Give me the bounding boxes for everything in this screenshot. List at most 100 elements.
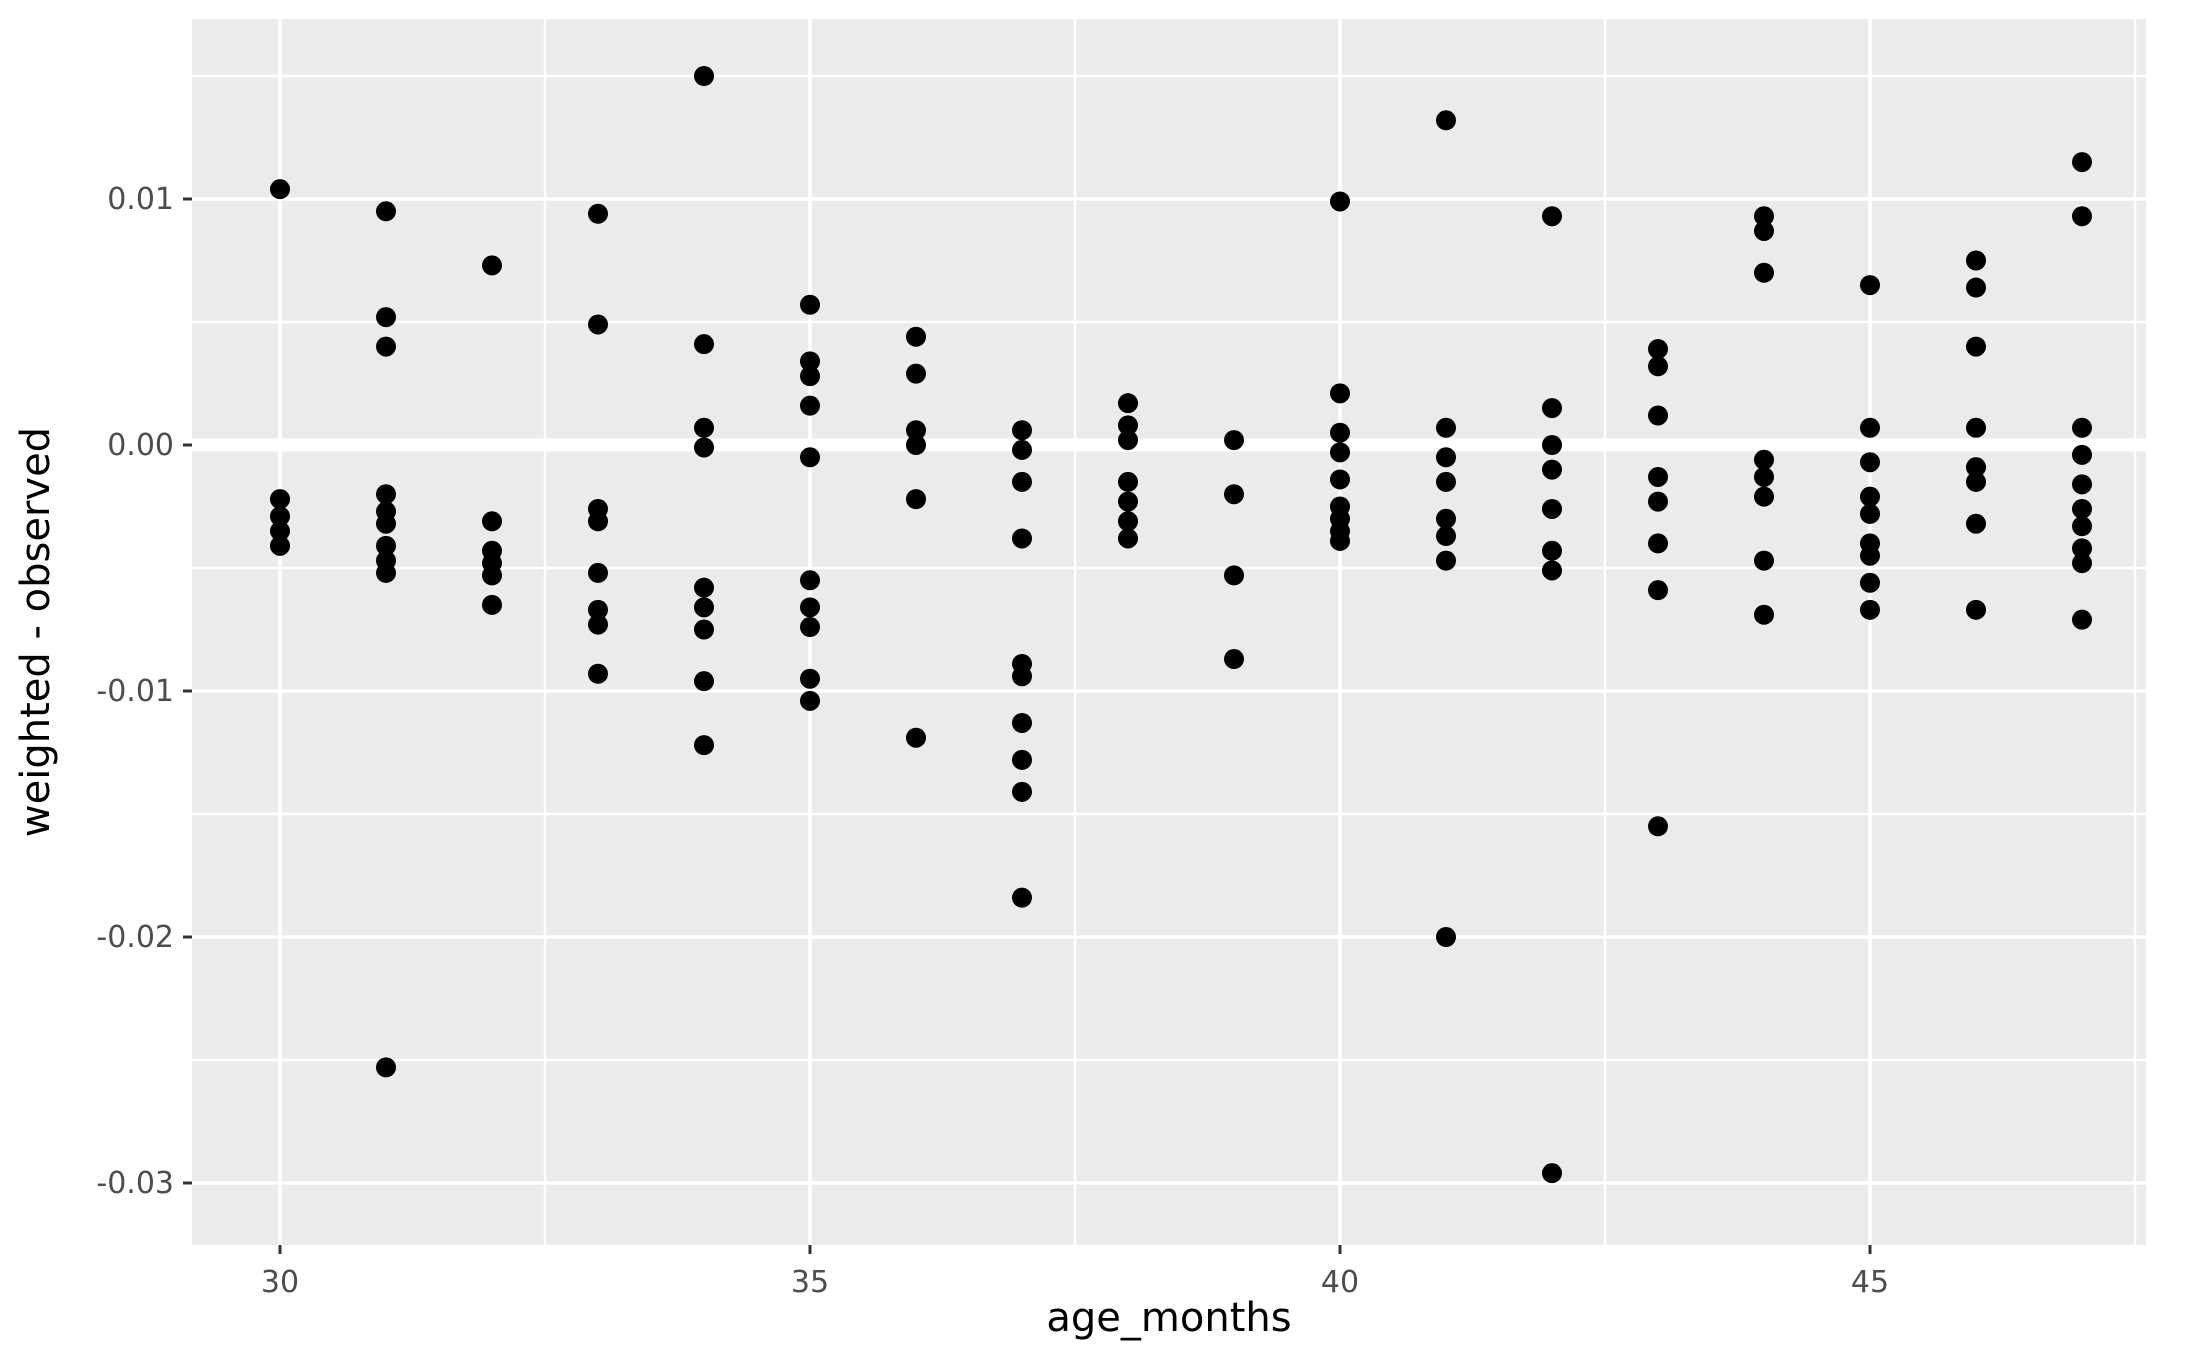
- data-point: [800, 597, 820, 618]
- data-point: [694, 619, 714, 640]
- data-point: [270, 179, 290, 200]
- data-point: [1118, 471, 1138, 492]
- data-point: [588, 614, 608, 635]
- data-point: [694, 437, 714, 458]
- x-tick-label: 40: [1321, 1265, 1359, 1300]
- data-point: [1648, 533, 1668, 554]
- x-tick-label: 45: [1851, 1265, 1889, 1300]
- data-point: [1330, 191, 1350, 212]
- data-point: [906, 727, 926, 748]
- data-point: [376, 513, 396, 534]
- data-point: [1648, 405, 1668, 426]
- data-point: [1754, 206, 1774, 227]
- data-point: [1966, 250, 1986, 271]
- data-point: [376, 562, 396, 583]
- data-point: [906, 326, 926, 347]
- data-point: [1118, 528, 1138, 549]
- data-point: [2072, 553, 2092, 574]
- data-point: [376, 1057, 396, 1078]
- data-point: [2072, 152, 2092, 173]
- data-point: [1330, 383, 1350, 404]
- data-point: [1118, 393, 1138, 414]
- data-point: [1860, 486, 1880, 507]
- data-point: [588, 314, 608, 335]
- data-point: [1542, 540, 1562, 561]
- data-point: [1436, 526, 1456, 547]
- data-point: [1754, 449, 1774, 470]
- data-point: [588, 663, 608, 684]
- data-point: [694, 577, 714, 598]
- data-point: [1860, 452, 1880, 473]
- data-point: [588, 203, 608, 224]
- y-tick-label: -0.02: [96, 920, 174, 955]
- y-axis-title: weighted - observed: [13, 426, 59, 838]
- data-point: [1012, 666, 1032, 687]
- data-point: [1118, 511, 1138, 532]
- data-point: [800, 570, 820, 591]
- data-point: [1648, 580, 1668, 601]
- data-point: [1330, 422, 1350, 443]
- data-point: [1012, 712, 1032, 733]
- data-point: [1966, 336, 1986, 357]
- data-point: [1754, 550, 1774, 571]
- data-point: [1966, 599, 1986, 620]
- data-point: [1754, 466, 1774, 487]
- data-point: [1118, 430, 1138, 451]
- data-point: [2072, 609, 2092, 630]
- data-point: [1436, 110, 1456, 131]
- data-point: [1754, 262, 1774, 283]
- data-point: [800, 366, 820, 387]
- data-point: [800, 351, 820, 372]
- data-point: [1860, 545, 1880, 566]
- data-point: [270, 506, 290, 527]
- data-point: [694, 417, 714, 438]
- data-point: [1436, 927, 1456, 947]
- data-point: [694, 66, 714, 86]
- data-point: [1436, 508, 1456, 529]
- x-tick-label: 30: [261, 1265, 299, 1300]
- data-point: [800, 294, 820, 315]
- data-point: [1012, 528, 1032, 549]
- data-point: [1648, 356, 1668, 377]
- y-tick-label: -0.03: [96, 1166, 174, 1201]
- data-point: [2072, 417, 2092, 438]
- data-point: [1224, 430, 1244, 451]
- data-point: [800, 690, 820, 711]
- data-point: [1860, 275, 1880, 296]
- data-point: [1542, 498, 1562, 519]
- data-point: [1330, 530, 1350, 551]
- data-point: [376, 201, 396, 222]
- data-point: [1966, 513, 1986, 534]
- data-point: [694, 735, 714, 756]
- data-point: [1012, 749, 1032, 770]
- data-point: [2072, 498, 2092, 519]
- data-point: [1012, 420, 1032, 441]
- data-point: [1754, 486, 1774, 507]
- data-point: [1118, 415, 1138, 436]
- plot-panel: [192, 19, 2146, 1245]
- data-point: [800, 668, 820, 689]
- data-point: [1754, 220, 1774, 241]
- data-point: [1966, 277, 1986, 298]
- data-point: [1542, 459, 1562, 480]
- data-point: [2072, 538, 2092, 559]
- data-point: [800, 395, 820, 416]
- data-point: [2072, 516, 2092, 537]
- data-point: [270, 521, 290, 542]
- data-point: [588, 599, 608, 620]
- data-point: [1224, 649, 1244, 670]
- data-point: [1436, 471, 1456, 492]
- data-point: [1860, 417, 1880, 438]
- data-point: [1012, 471, 1032, 492]
- data-point: [270, 489, 290, 510]
- data-point: [1542, 1163, 1562, 1184]
- data-point: [906, 363, 926, 384]
- x-axis-title: age_months: [1046, 1295, 1292, 1341]
- data-point: [2072, 474, 2092, 495]
- data-point: [1542, 560, 1562, 581]
- data-point: [906, 435, 926, 455]
- data-point: [1330, 469, 1350, 490]
- data-point: [376, 484, 396, 505]
- data-point: [1118, 491, 1138, 512]
